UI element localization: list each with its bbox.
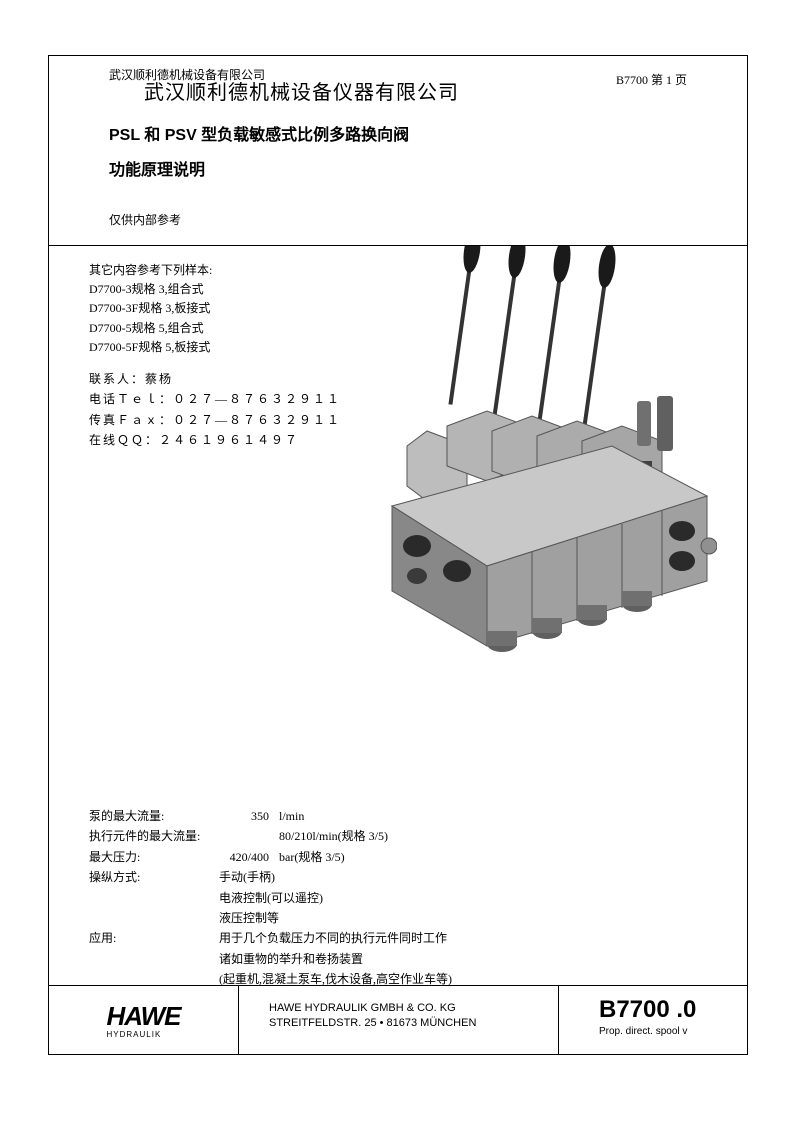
spec-spacer: [89, 908, 219, 928]
spec-value: [219, 826, 279, 846]
spec-row: 泵的最大流量: 350 l/min: [89, 806, 452, 826]
spec-value: 350: [219, 806, 279, 826]
hawe-logo: HAWE: [107, 1001, 181, 1032]
title-sub: 功能原理说明: [109, 156, 205, 180]
spec-row: 应用: 用于几个负载压力不同的执行元件同时工作: [89, 928, 452, 948]
lever-icon: [487, 246, 528, 416]
footer-code-big: B7700 .0: [599, 996, 738, 1024]
body-section: 其它内容参考下列样本: D7700-3规格 3,组合式 D7700-3F规格 3…: [49, 246, 747, 986]
company-box: HAWE HYDRAULIK GMBH & CO. KG STREITFELDS…: [239, 986, 559, 1054]
company-line: HAWE HYDRAULIK GMBH & CO. KG: [269, 1001, 548, 1016]
spec-label: 应用:: [89, 928, 219, 948]
specs-block: 泵的最大流量: 350 l/min 执行元件的最大流量: 80/210l/min…: [89, 806, 452, 990]
spec-label: 执行元件的最大流量:: [89, 826, 219, 846]
company-line: STREITFELDSTR. 25 • 81673 MÜNCHEN: [269, 1016, 548, 1031]
watermark-large: 武汉顺利德机械设备仪器有限公司: [144, 76, 459, 105]
lever-icon: [531, 246, 573, 426]
header-section: 武汉顺利德机械设备有限公司 武汉顺利德机械设备仪器有限公司 B7700 第 1 …: [49, 56, 747, 246]
product-image: [337, 246, 717, 666]
spec-value: 420/400: [179, 847, 279, 867]
spec-text: 诸如重物的举升和卷扬装置: [219, 949, 363, 969]
spec-label: 操纵方式:: [89, 867, 219, 887]
spec-unit: l/min: [279, 806, 304, 826]
spec-row: 液压控制等: [89, 908, 452, 928]
internal-reference-note: 仅供内部参考: [109, 211, 181, 228]
spec-spacer: [89, 949, 219, 969]
spec-row: 执行元件的最大流量: 80/210l/min(规格 3/5): [89, 826, 452, 846]
code-box: B7700 .0 Prop. direct. spool v: [559, 986, 748, 1054]
spec-unit: 80/210l/min(规格 3/5): [279, 826, 388, 846]
spec-text: 电液控制(可以遥控): [219, 888, 323, 908]
spec-label: 泵的最大流量:: [89, 806, 219, 826]
logo-box: HAWE HYDRAULIK: [49, 986, 239, 1054]
spec-text: 用于几个负载压力不同的执行元件同时工作: [219, 928, 447, 948]
spec-unit: bar(规格 3/5): [279, 847, 345, 867]
spec-row: 操纵方式: 手动(手柄): [89, 867, 452, 887]
spec-text: 手动(手柄): [219, 867, 275, 887]
lever-icon: [575, 246, 618, 435]
doc-code: B7700 第 1 页: [616, 71, 687, 88]
spec-row: 诸如重物的举升和卷扬装置: [89, 949, 452, 969]
spec-text: 液压控制等: [219, 908, 279, 928]
footer-section: HAWE HYDRAULIK HAWE HYDRAULIK GMBH & CO.…: [49, 986, 747, 1054]
lever-icon: [443, 246, 483, 406]
spec-row: 电液控制(可以遥控): [89, 888, 452, 908]
title-main: PSL 和 PSV 型负载敏感式比例多路换向阀: [109, 121, 409, 145]
page-frame: 武汉顺利德机械设备有限公司 武汉顺利德机械设备仪器有限公司 B7700 第 1 …: [48, 55, 748, 1055]
footer-code-small: Prop. direct. spool v: [599, 1026, 738, 1037]
spec-row: 最大压力: 420/400 bar(规格 3/5): [89, 847, 452, 867]
spec-label: 最大压力:: [89, 847, 179, 867]
spec-spacer: [89, 888, 219, 908]
